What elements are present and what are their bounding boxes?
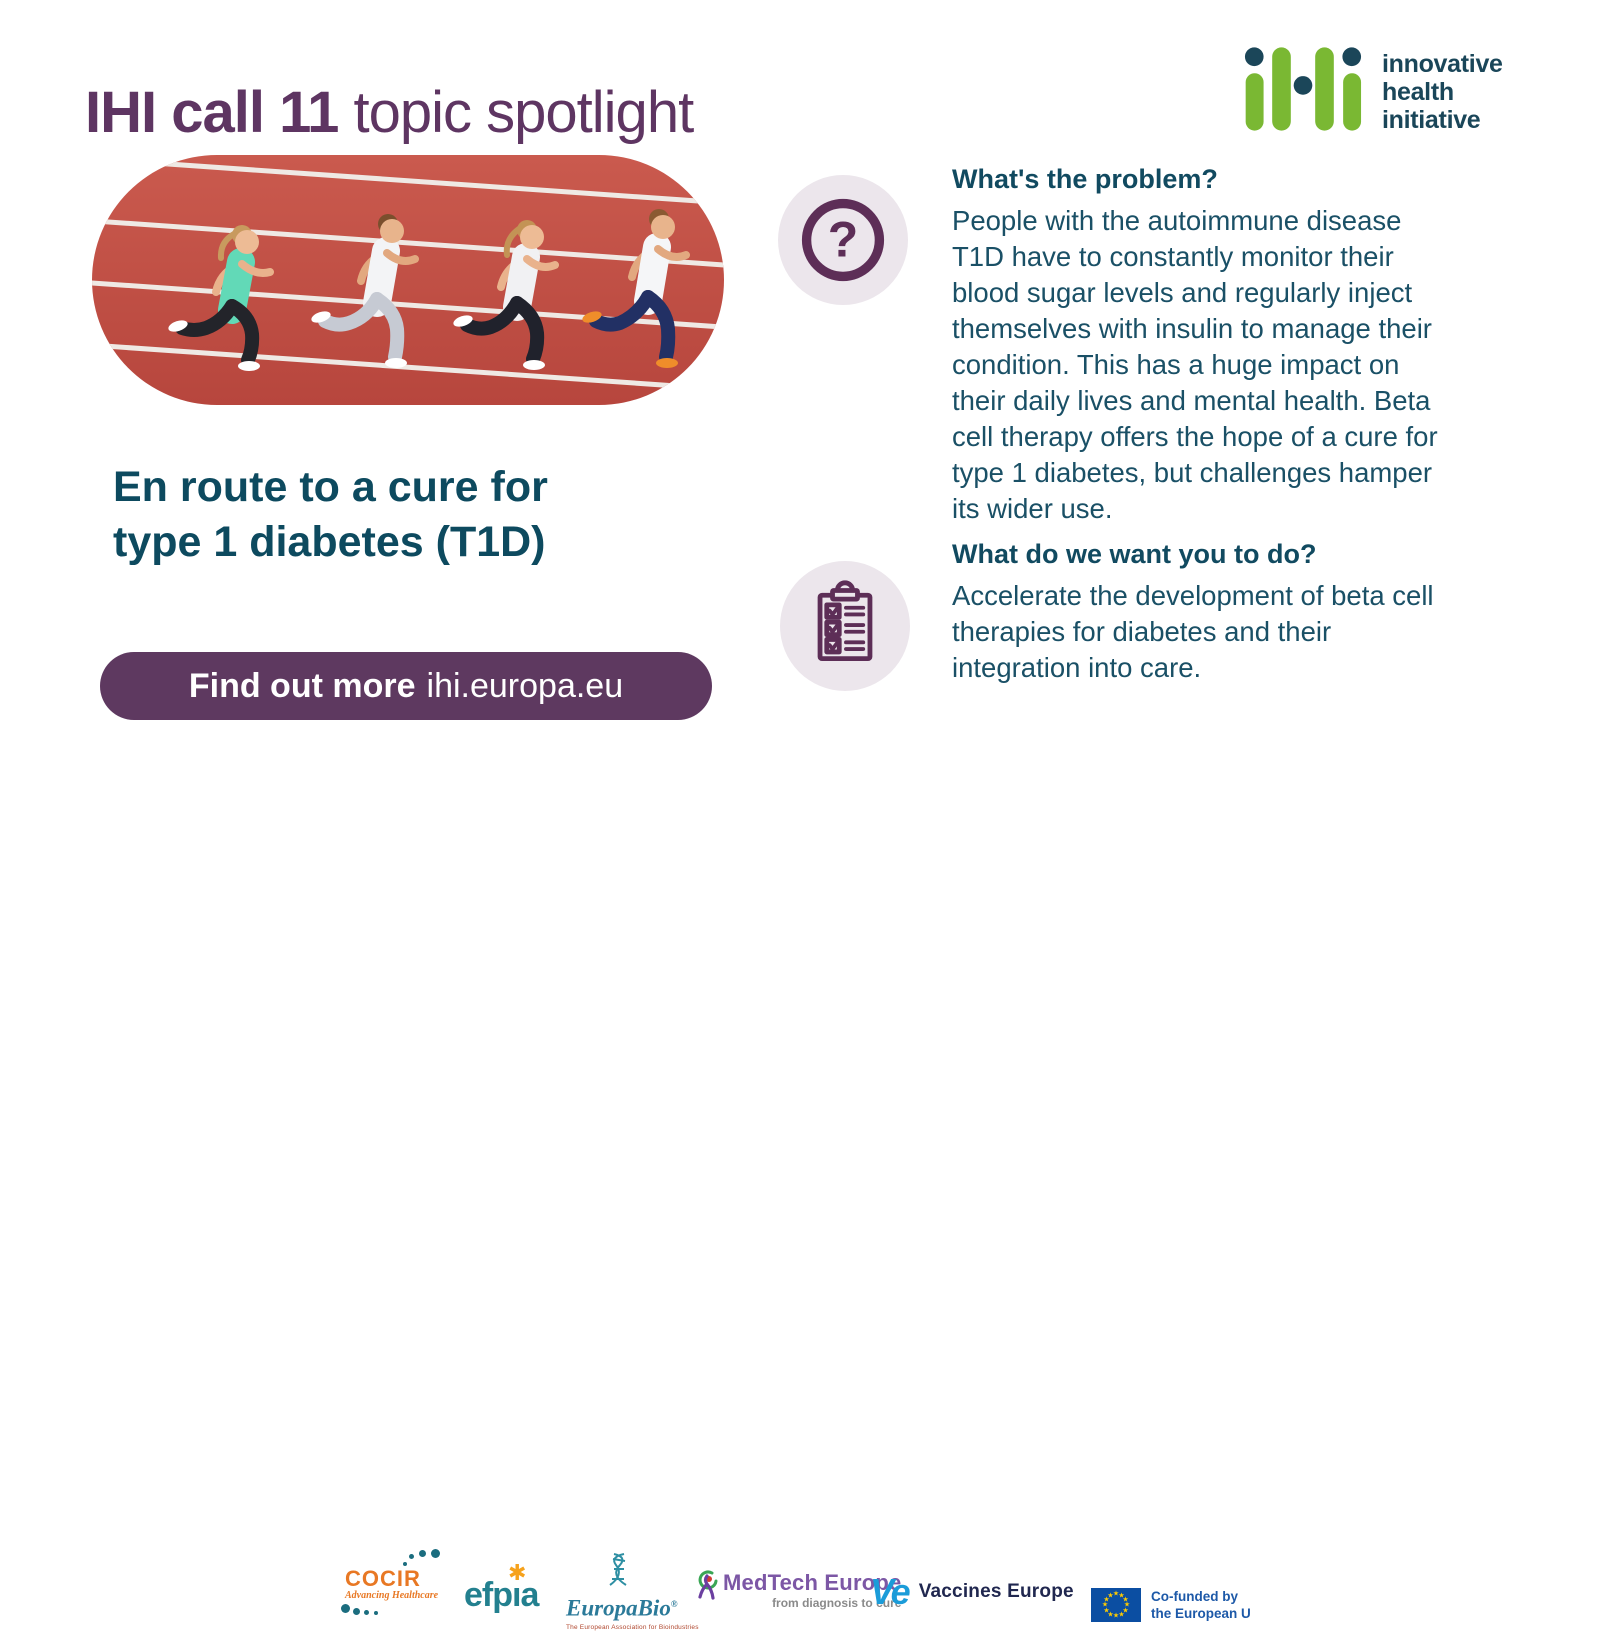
page: { "header": { "title_bold": "IHI call 11… [0,46,1600,1631]
question-glyph: ? [828,212,859,268]
europabio-name-text: EuropaBio [566,1595,671,1621]
medtech-figure-icon [698,1570,718,1600]
ihi-wordmark-line3: initiative [1382,106,1481,134]
europabio-logo: EuropaBio® The European Association for … [566,1553,699,1631]
ihi-wordmark-line1: innovative [1382,50,1503,78]
vaccines-name: Vaccines Europe [918,1581,1074,1602]
page-title-bold: IHI call 11 [85,79,339,145]
eu-text-line1: Co-funded by [1151,1589,1238,1604]
eu-cofunded-logo: ★ ★ ★ ★ ★ ★ ★ ★ ★ ★ ★ ★ Co-funded by the… [1091,1588,1250,1622]
registered-mark: ® [670,1599,678,1609]
topic-headline-line1: En route to a cure for [113,463,548,511]
clipboard-badge [780,561,910,691]
checklist-clipboard-icon [817,580,873,662]
topic-headline-line2: type 1 diabetes (T1D) [113,518,546,566]
cocir-logo: COCIR Advancing Healthcare [341,1549,455,1615]
dna-helix-icon [609,1553,627,1586]
eu-star: ★ [1107,1592,1114,1599]
cocir-dot [431,1549,440,1558]
action-section: What do we want you to do? Accelerate th… [952,536,1457,686]
europabio-tagline: The European Association for Bioindustri… [566,1623,699,1631]
vaccines-monogram: Ve [870,1571,911,1612]
efpia-asterisk-icon: ✱ [508,1560,526,1585]
partner-logos-footer: COCIR Advancing Healthcare efpı ✱ a Europa… [0,770,1600,1631]
eu-flag-icon: ★ ★ ★ ★ ★ ★ ★ ★ ★ ★ ★ ★ [1091,1588,1141,1622]
ihi-logo-wordmark: innovative health initiative [1382,46,1503,134]
page-title: IHI call 11 topic spotlight [85,79,695,146]
ihi-logo-icon [1244,47,1362,131]
eu-star: ★ [1112,1612,1120,1620]
cocir-dot [374,1611,378,1615]
children-running-track-photo [92,155,724,405]
cocir-name: COCIR [345,1566,421,1591]
problem-section: What's the problem? People with the auto… [952,161,1457,527]
efpia-i: ı ✱ [508,1560,526,1615]
eu-star: ★ [1118,1611,1125,1618]
question-badge: ? [778,175,908,305]
efpia-name-pre: efp [464,1576,513,1614]
runner-girl-mint [168,225,274,371]
action-body: Accelerate the development of beta cell … [952,580,1434,683]
page-title-rest: topic spotlight [353,79,695,145]
cocir-dot [341,1604,350,1613]
runner-boy-gray [311,214,419,368]
eu-text-line2: the European Union [1151,1606,1250,1621]
eu-cofunded-text: Co-funded by the European Union [1151,1588,1250,1622]
topic-headline: En route to a cure for type 1 diabetes (… [113,460,548,570]
action-heading: What do we want you to do? [952,539,1317,569]
runner-boy-navy [582,209,690,368]
problem-heading: What's the problem? [952,164,1218,194]
cocir-dot [403,1562,407,1566]
ihi-logo: innovative health initiative [1242,46,1503,134]
cocir-tagline: Advancing Healthcare [345,1590,439,1601]
running-track-illustration [92,155,724,405]
cocir-dot [353,1608,360,1615]
cta-label-bold: Find out more [188,666,416,705]
cta-url: ihi.europa.eu [426,666,624,705]
vaccines-europe-logo: Ve Vaccines Europe [870,1574,1074,1610]
europabio-name: EuropaBio® [566,1592,678,1621]
cocir-dot [364,1610,369,1615]
problem-body: People with the autoimmune disease T1D h… [952,205,1438,524]
efpia-logo: efpı ✱ a [464,1560,539,1615]
runner-girl-white [453,220,559,370]
ihi-wordmark-line2: health [1382,78,1454,106]
find-out-more-button[interactable]: Find out more ihi.europa.eu [100,652,712,720]
cocir-dot [409,1554,414,1559]
question-mark-circle-icon: ? [801,198,885,282]
cocir-dot [419,1550,426,1557]
